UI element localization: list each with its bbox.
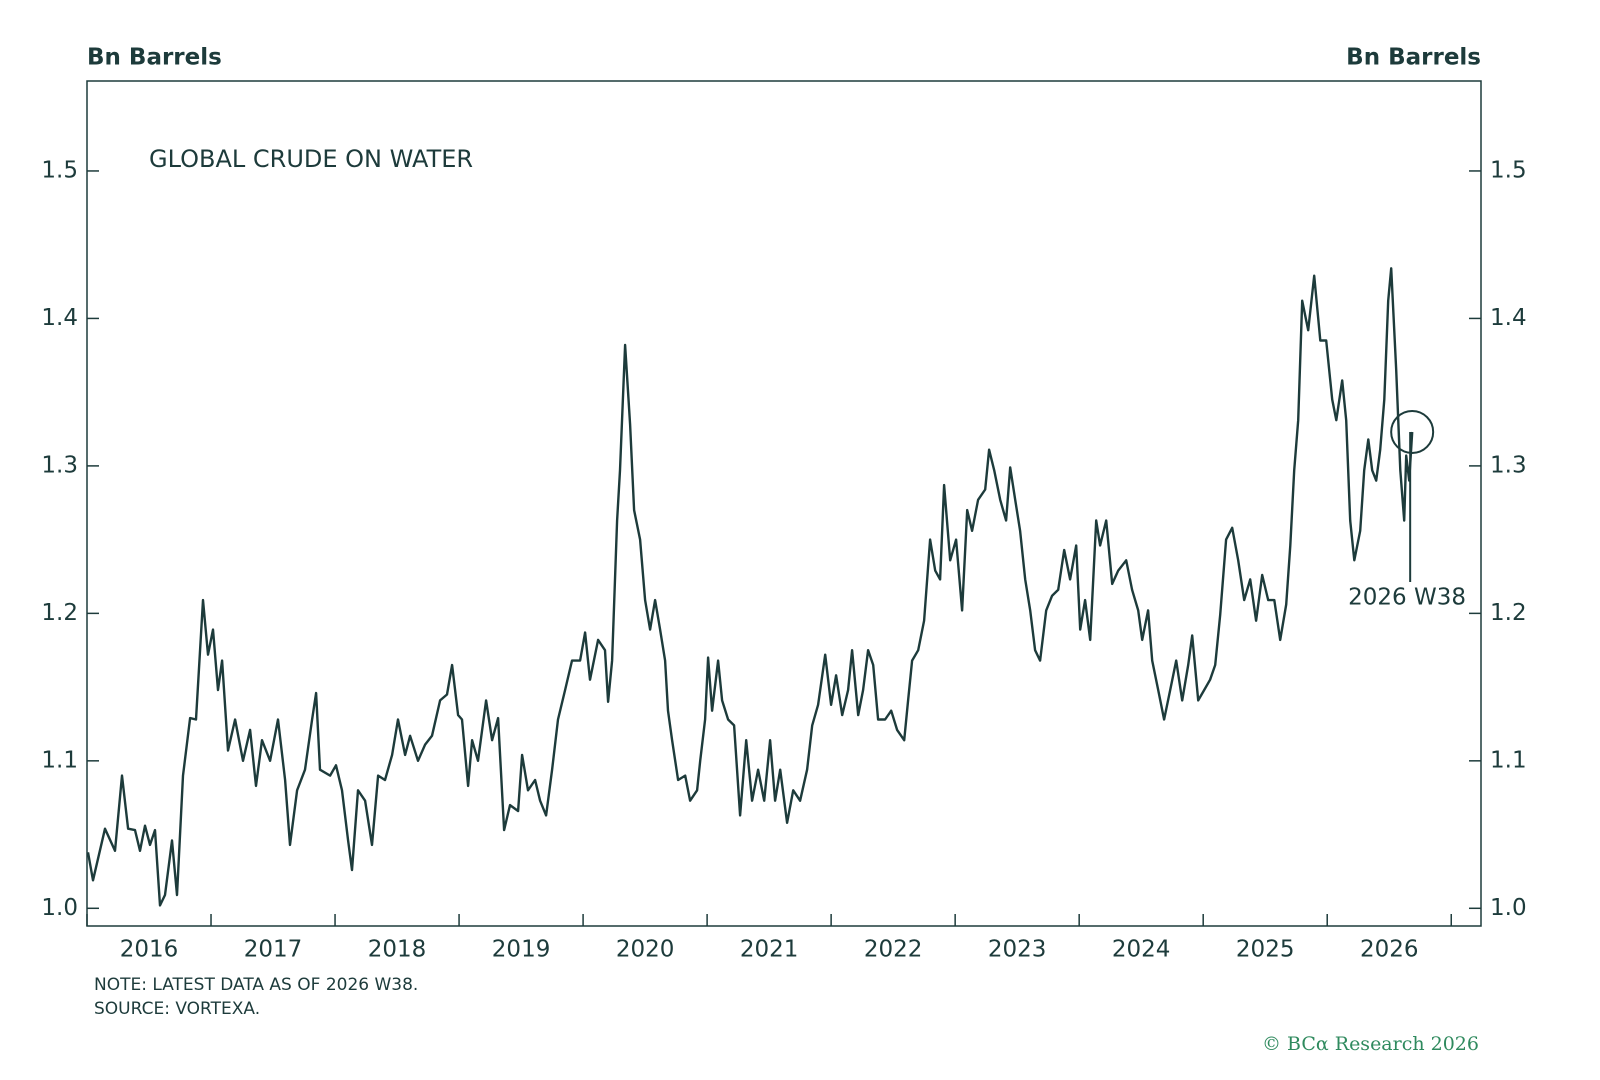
y2-tick-label: 1.5	[1490, 157, 1527, 183]
y-axis-label: Bn Barrels	[87, 45, 222, 71]
note: NOTE: LATEST DATA AS OF 2026 W38.	[94, 975, 418, 995]
x-tick-label: 2019	[492, 937, 551, 963]
y-tick-label: 1.0	[41, 895, 78, 921]
y2-tick-label: 1.0	[1490, 895, 1527, 921]
data-line	[86, 267, 1414, 907]
y-tick-label: 1.2	[41, 600, 78, 626]
y2-axis-label: Bn Barrels	[1346, 45, 1481, 71]
x-tick-label: 2016	[120, 937, 179, 963]
y2-tick-label: 1.4	[1490, 305, 1527, 331]
x-tick-label: 2022	[864, 937, 923, 963]
x-tick-label: 2017	[244, 937, 303, 963]
y-tick-label: 1.1	[41, 747, 78, 773]
y-tick-label: 1.5	[41, 157, 78, 183]
x-tick-label: 2020	[616, 937, 675, 963]
y2-tick-label: 1.1	[1490, 747, 1527, 773]
x-tick-label: 2025	[1236, 937, 1295, 963]
x-tick-label: 2021	[740, 937, 799, 963]
x-tick-label: 2026	[1360, 937, 1419, 963]
y2-tick-label: 1.2	[1490, 600, 1527, 626]
credit: © BCα Research 2026	[1262, 1033, 1479, 1055]
annotation: 2026 W38	[1348, 585, 1466, 611]
y-tick-label: 1.3	[41, 452, 78, 478]
chart-title: GLOBAL CRUDE ON WATER	[149, 145, 473, 173]
x-tick-label: 2024	[1112, 937, 1171, 963]
y-tick-label: 1.4	[41, 305, 78, 331]
x-tick-label: 2023	[988, 937, 1047, 963]
plot-frame	[86, 80, 1482, 927]
x-tick-label: 2018	[368, 937, 427, 963]
y2-tick-label: 1.3	[1490, 452, 1527, 478]
highlight-circle	[1390, 409, 1435, 454]
source: SOURCE: VORTEXA.	[94, 999, 260, 1019]
